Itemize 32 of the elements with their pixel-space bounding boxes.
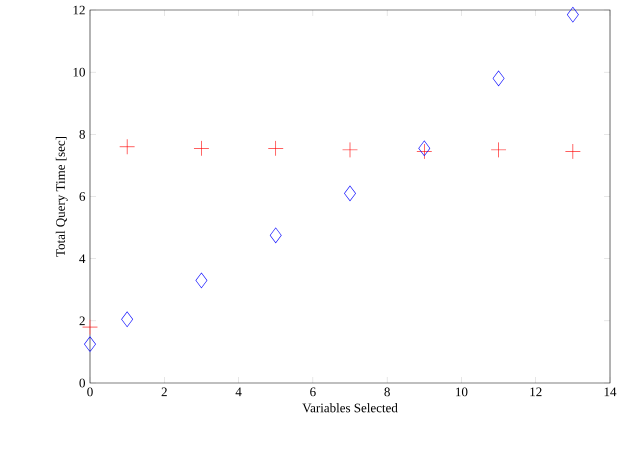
x-axis-title: Variables Selected — [302, 403, 398, 412]
y-tick-label: 6 — [80, 192, 86, 201]
y-tick-label: 8 — [79, 130, 85, 139]
point — [565, 144, 581, 160]
y-tick-label: 0 — [79, 378, 85, 388]
point — [270, 228, 282, 244]
point — [268, 140, 284, 156]
x-tick-label: 14 — [604, 388, 616, 396]
x-tick-label: 10 — [456, 388, 468, 396]
x-tick-label: 12 — [530, 388, 542, 396]
point — [416, 144, 432, 160]
point — [492, 70, 504, 86]
point — [566, 6, 579, 22]
point — [342, 142, 358, 158]
point — [418, 140, 430, 156]
x-tick-label: 2 — [162, 388, 167, 396]
y-tick-label: 12 — [74, 6, 85, 14]
point — [119, 138, 135, 155]
point — [344, 186, 356, 202]
x-tick-label: 6 — [310, 388, 316, 396]
y-axis-title: Total Query Time [sec] — [56, 136, 68, 257]
x-tick-label: 4 — [236, 388, 242, 396]
point — [196, 272, 208, 288]
x-tick-label: 8 — [384, 388, 390, 396]
point — [84, 336, 96, 352]
y-tick-label: 2 — [80, 316, 85, 326]
x-tick-label: 0 — [87, 388, 93, 396]
y-tick-label: 10 — [74, 68, 85, 77]
point — [121, 312, 134, 328]
point — [490, 142, 506, 158]
y-tick-label: 4 — [79, 254, 86, 263]
point — [194, 140, 210, 156]
